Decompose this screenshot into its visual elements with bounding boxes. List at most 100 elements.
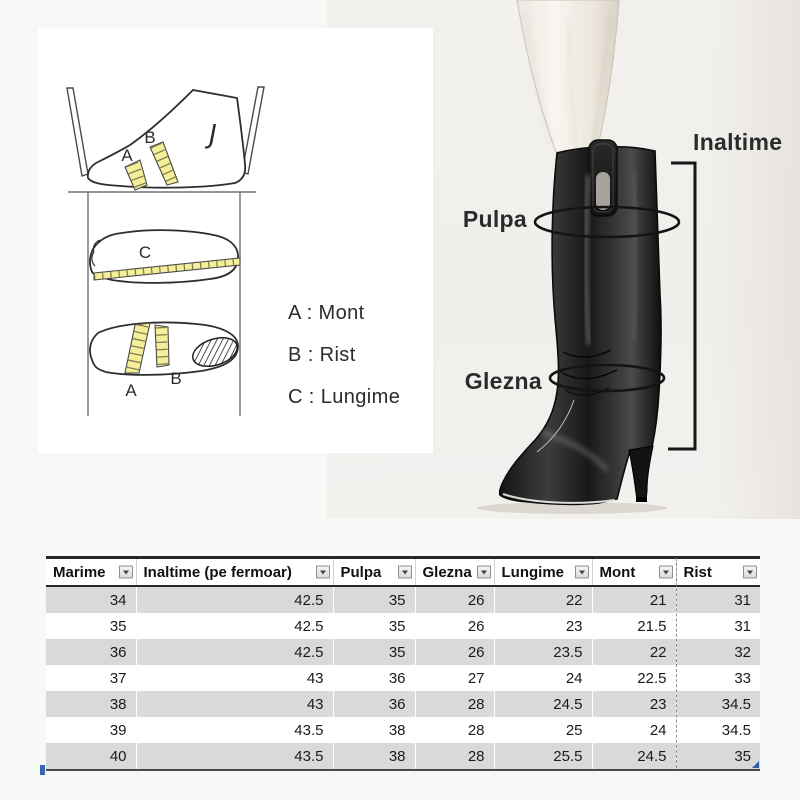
column-header-label: Rist bbox=[683, 563, 712, 581]
table-cell: 21.5 bbox=[592, 613, 677, 639]
column-header-label: Mont bbox=[599, 563, 636, 581]
foot-side-view: A B J bbox=[86, 89, 247, 191]
foot-top-view: C bbox=[89, 229, 241, 284]
table-cell: 24 bbox=[494, 665, 593, 691]
selection-artifact bbox=[40, 765, 45, 775]
boot-drawing bbox=[498, 139, 662, 506]
table-cell: 36 bbox=[46, 639, 137, 665]
table-cell: 36 bbox=[333, 691, 416, 717]
table-cell: 40 bbox=[46, 743, 137, 770]
pulpa-measure-ellipse bbox=[533, 205, 681, 239]
table-cell: 31 bbox=[734, 617, 751, 635]
table-cell: 25.5 bbox=[494, 743, 593, 770]
heel-hatched-area bbox=[192, 336, 238, 368]
table-cell: 42.5 bbox=[136, 639, 334, 665]
legend-item-lungime: C : Lungime bbox=[288, 386, 401, 408]
filter-arrow-icon bbox=[122, 570, 129, 574]
table-cell: 27 bbox=[415, 665, 495, 691]
letter-c-top: C bbox=[139, 243, 151, 262]
column-header-label: Inaltime (pe fermoar) bbox=[143, 563, 292, 581]
table-cell: 23 bbox=[494, 613, 593, 639]
filter-arrow-icon bbox=[662, 570, 669, 574]
letter-b-side: B bbox=[144, 128, 155, 147]
table-cell: 43.5 bbox=[136, 743, 334, 770]
table-cell: 39 bbox=[46, 717, 137, 743]
table-cell: 28 bbox=[415, 717, 495, 743]
column-header-label: Lungime bbox=[501, 563, 565, 581]
filter-button-marime[interactable] bbox=[118, 565, 133, 579]
table-cell: 34.5 bbox=[721, 721, 751, 739]
table-cell: 31 bbox=[676, 586, 760, 613]
table-cell: 26 bbox=[415, 639, 495, 665]
legend-item-rist: B : Rist bbox=[288, 344, 356, 366]
table-cell: 24 bbox=[592, 717, 677, 743]
legend-item-mont: A : Mont bbox=[288, 302, 365, 324]
table-cell: 33 bbox=[734, 669, 751, 687]
table-cell: 42.5 bbox=[136, 613, 334, 639]
table-row: 39 43.5 38 28 25 24 34.5 bbox=[46, 717, 760, 743]
measure-frame bbox=[68, 191, 256, 416]
paper-edge-shading bbox=[710, 0, 800, 519]
glezna-measure-ellipse bbox=[548, 363, 666, 393]
leg-drawing bbox=[516, 0, 620, 153]
measure-legend: A : Mont B : Rist C : Lungime bbox=[288, 292, 428, 418]
inaltime-label: Inaltime bbox=[693, 129, 782, 155]
filter-arrow-icon bbox=[747, 570, 753, 574]
filter-arrow-icon bbox=[401, 570, 408, 574]
table-cell: 34 bbox=[46, 586, 137, 613]
table-cell: 42.5 bbox=[136, 586, 334, 613]
column-header-pulpa: Pulpa bbox=[333, 557, 416, 587]
stiletto-heel bbox=[628, 445, 654, 502]
table-cell: 32 bbox=[676, 639, 760, 665]
foot-measure-diagram: A B J C B A bbox=[66, 86, 265, 416]
filter-button-pulpa[interactable] bbox=[397, 565, 412, 579]
letter-b-sole: B bbox=[170, 369, 181, 388]
column-header-label: Marime bbox=[53, 563, 106, 581]
filter-arrow-icon bbox=[578, 570, 585, 574]
table-row: 40 43.5 38 28 25.5 24.5 35 bbox=[46, 743, 760, 770]
size-table: Marime Inaltime (pe fermoar) Pulpa Glezna Lu… bbox=[46, 556, 760, 771]
filter-button-inaltime-pe-fermoar[interactable] bbox=[315, 565, 330, 579]
filter-arrow-icon bbox=[480, 570, 487, 574]
filter-button-mont[interactable] bbox=[658, 565, 673, 579]
table-cell: 23.5 bbox=[494, 639, 593, 665]
boot-shadow bbox=[477, 502, 667, 514]
table-cell: 35 bbox=[333, 639, 416, 665]
table-cell: 22 bbox=[494, 586, 593, 613]
table-cell: 22.5 bbox=[592, 665, 677, 691]
table-cell: 23 bbox=[592, 691, 677, 717]
column-header-inaltime-pe-fermoar: Inaltime (pe fermoar) bbox=[136, 557, 334, 587]
table-cell: 37 bbox=[46, 665, 137, 691]
table-cell: 38 bbox=[333, 743, 416, 770]
table-row: 36 42.5 35 26 23.5 22 32 bbox=[46, 639, 760, 665]
size-table-wrap: Marime Inaltime (pe fermoar) Pulpa Glezna Lu… bbox=[40, 556, 760, 775]
column-header-label: Pulpa bbox=[340, 563, 382, 581]
table-cell: 28 bbox=[415, 691, 495, 717]
table-cell: 26 bbox=[415, 613, 495, 639]
table-cell: 43 bbox=[136, 665, 334, 691]
column-header-lungime: Lungime bbox=[494, 557, 593, 587]
table-row: 34 42.5 35 26 22 21 31 bbox=[46, 586, 760, 613]
table-cell: 35 bbox=[676, 743, 760, 770]
pulpa-label: Pulpa bbox=[463, 206, 527, 232]
table-cell: 34.5 bbox=[676, 691, 760, 717]
filter-button-glezna[interactable] bbox=[476, 565, 491, 579]
inaltime-bracket bbox=[668, 161, 697, 451]
foot-measure-card: A B J C B A A : Mont B : Rist C : Lungim… bbox=[38, 28, 433, 453]
table-cell: 35 bbox=[333, 613, 416, 639]
column-header-mont: Mont bbox=[592, 557, 677, 587]
table-cell: 28 bbox=[415, 743, 495, 770]
column-header-rist: Rist bbox=[676, 557, 760, 587]
table-cell: 36 bbox=[333, 665, 416, 691]
table-cell: 38 bbox=[46, 691, 137, 717]
column-header-label: Glezna bbox=[422, 563, 472, 581]
table-cell: 21 bbox=[592, 586, 677, 613]
filter-button-rist[interactable] bbox=[743, 565, 757, 579]
glezna-label: Glezna bbox=[465, 368, 542, 394]
table-cell: 38 bbox=[333, 717, 416, 743]
table-resize-handle[interactable] bbox=[752, 761, 759, 768]
measuring-sticks bbox=[66, 86, 265, 177]
boot-illustration: Pulpa Glezna Inaltime bbox=[463, 0, 782, 514]
table-cell: 24.5 bbox=[592, 743, 677, 770]
filter-button-lungime[interactable] bbox=[574, 565, 589, 579]
